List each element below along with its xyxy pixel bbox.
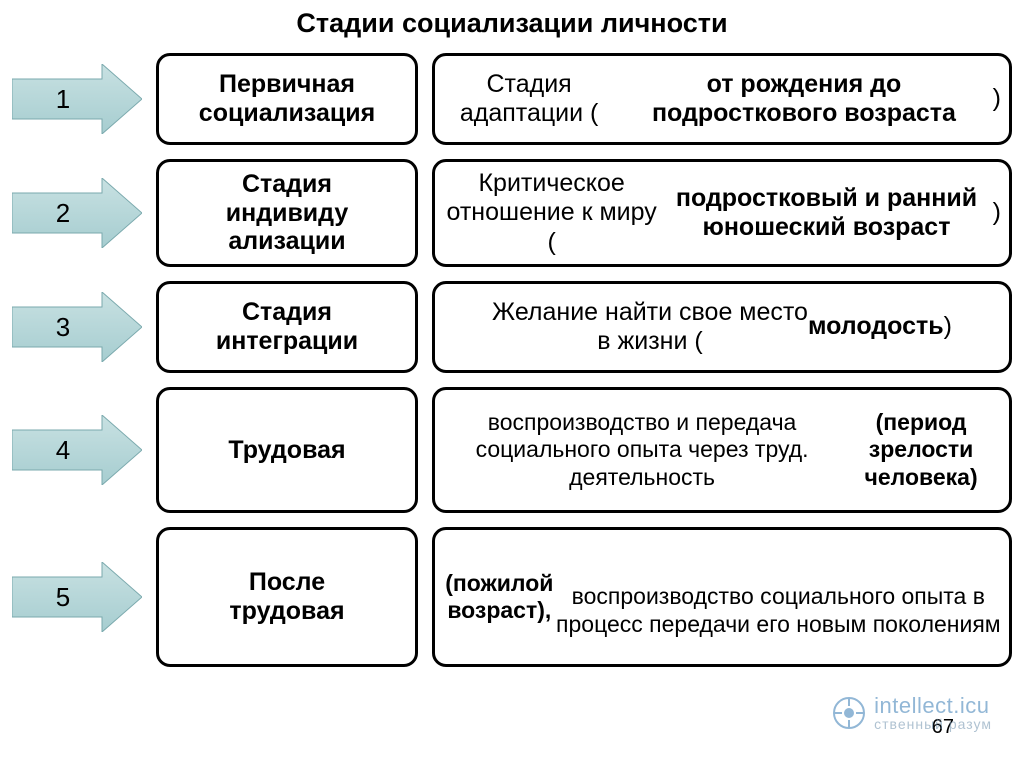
stage-desc-box: Стадия адаптации (от рождения до подрост… xyxy=(432,53,1012,145)
stage-name-box: Первичнаясоциализация xyxy=(156,53,418,145)
stage-row: 2 Стадияиндивидуализации Критическое отн… xyxy=(12,159,1012,267)
arrow-number: 2 xyxy=(12,178,114,248)
stage-desc-box: воспроизводство и передача социального о… xyxy=(432,387,1012,513)
stage-name-box: Послетрудовая xyxy=(156,527,418,667)
stage-desc-box: Критическое отношение к миру(подростковы… xyxy=(432,159,1012,267)
stage-name-box: Трудовая xyxy=(156,387,418,513)
page-title: Стадии социализации личности xyxy=(12,8,1012,39)
arrow-number: 3 xyxy=(12,292,114,362)
arrow-number: 1 xyxy=(12,64,114,134)
arrow-5: 5 xyxy=(12,562,142,632)
stage-row: 3 Стадияинтеграции Желание найти свое ме… xyxy=(12,281,1012,373)
watermark: intellect.icu ственный разум xyxy=(832,695,992,731)
arrow-1: 1 xyxy=(12,64,142,134)
stage-row: 1 Первичнаясоциализация Стадия адаптации… xyxy=(12,53,1012,145)
stage-name-box: Стадияинтеграции xyxy=(156,281,418,373)
watermark-text-top: intellect.icu xyxy=(874,695,992,717)
stage-row: 5 Послетрудовая (пожилой возраст),воспро… xyxy=(12,527,1012,667)
arrow-2: 2 xyxy=(12,178,142,248)
stage-row: 4 Трудовая воспроизводство и передача со… xyxy=(12,387,1012,513)
watermark-icon xyxy=(832,696,866,730)
arrow-4: 4 xyxy=(12,415,142,485)
arrow-number: 5 xyxy=(12,562,114,632)
page-number: 67 xyxy=(932,716,954,739)
arrow-number: 4 xyxy=(12,415,114,485)
stages-container: 1 Первичнаясоциализация Стадия адаптации… xyxy=(12,53,1012,667)
stage-desc-box: Желание найти свое местов жизни (молодос… xyxy=(432,281,1012,373)
stage-name-box: Стадияиндивидуализации xyxy=(156,159,418,267)
stage-desc-box: (пожилой возраст),воспроизводство социал… xyxy=(432,527,1012,667)
arrow-3: 3 xyxy=(12,292,142,362)
